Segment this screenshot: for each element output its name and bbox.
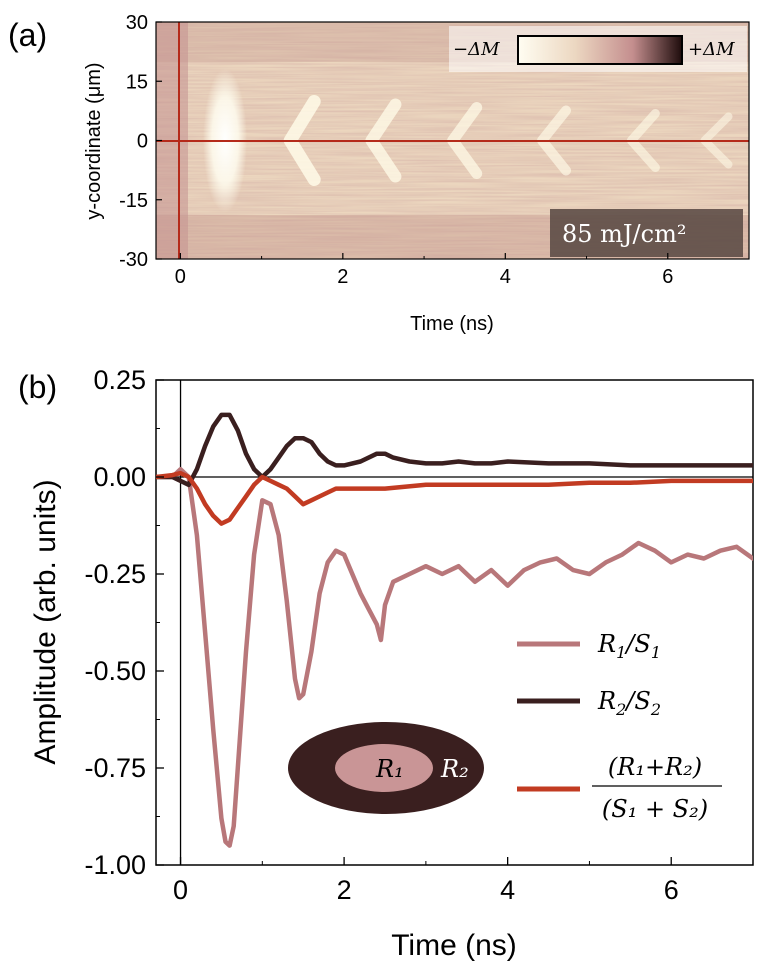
heatmap-y-tick-label-4: -30 (119, 249, 148, 271)
fluence-box (550, 209, 743, 257)
colorbar: −ΔM +ΔM (449, 26, 747, 72)
heatmap-y-tick-label-0: 30 (126, 12, 148, 34)
line-y-tick-label-2: -0.25 (84, 559, 146, 589)
line-x-tick-label-1: 2 (337, 875, 352, 905)
line-chart (155, 379, 754, 866)
panel-a-label: (a) (8, 17, 47, 53)
line-y-tick-label-1: 0.00 (93, 462, 146, 492)
legend-label-r1: R1/S1 (597, 630, 661, 662)
line-y-axis: 0.25 0.00 -0.25 -0.50 -0.75 -1.00 (84, 365, 164, 880)
line-x-tick-label-0: 0 (173, 875, 188, 905)
line-y-title: Amplitude (arb. units) (29, 479, 62, 764)
colorbar-gradient (517, 35, 683, 65)
legend-label-combo-denominator: (S₁ + S₂) (602, 795, 708, 823)
line-x-tick-label-2: 4 (500, 875, 515, 905)
legend-label-r2: R2/S2 (597, 687, 661, 719)
heatmap-x-tick-label-0: 0 (175, 266, 186, 288)
colorbar-high-label: +ΔM (688, 39, 735, 60)
line-y-tick-label-0: 0.25 (93, 365, 146, 395)
series-group (156, 412, 753, 848)
line-x-axis: 0 2 4 6 (173, 857, 754, 905)
heatmap-y-tick-label-3: -15 (119, 190, 148, 212)
line-y-tick-label-4: -0.75 (84, 753, 146, 783)
fluence-annotation: 85 mJ/cm² (550, 209, 743, 257)
legend: R1/S1 R2/S2 (R₁+R₂) (S₁ + S₂) (517, 630, 722, 823)
heatmap-y-axis: 30 15 0 -15 -30 (119, 12, 162, 271)
heatmap-y-tick-label-2: 0 (137, 131, 148, 153)
heatmap: −ΔM +ΔM 85 mJ/cm² (155, 21, 750, 260)
series-line-1 (156, 412, 753, 488)
line-x-title: Time (ns) (391, 929, 517, 962)
series-line-0 (156, 466, 753, 848)
heatmap-x-tick-label-2: 4 (500, 266, 511, 288)
heatmap-x-axis: 0 2 4 6 (175, 253, 750, 288)
heatmap-y-tick-label-1: 15 (126, 71, 148, 93)
heatmap-x-title: Time (ns) (410, 313, 494, 335)
colorbar-low-label: −ΔM (453, 39, 500, 60)
heatmap-y-title: y-coordinate (μm) (83, 62, 105, 219)
inset-inner-label: R₁ (375, 755, 404, 783)
panel-b-label: (b) (18, 369, 57, 405)
line-y-tick-label-5: -1.00 (84, 850, 146, 880)
heatmap-x-tick-label-1: 2 (337, 266, 348, 288)
fluence-text: 85 mJ/cm² (562, 220, 686, 248)
series-line-2 (156, 470, 753, 526)
inset-diagram: R₁ R₂ (288, 722, 484, 814)
line-x-tick-label-3: 6 (664, 875, 679, 905)
inset-outer-label: R₂ (440, 755, 469, 783)
inset-inner-region (335, 744, 433, 792)
line-y-tick-label-3: -0.50 (84, 656, 146, 686)
heatmap-x-tick-label-3: 6 (662, 266, 673, 288)
legend-label-combo-numerator: (R₁+R₂) (608, 753, 702, 781)
